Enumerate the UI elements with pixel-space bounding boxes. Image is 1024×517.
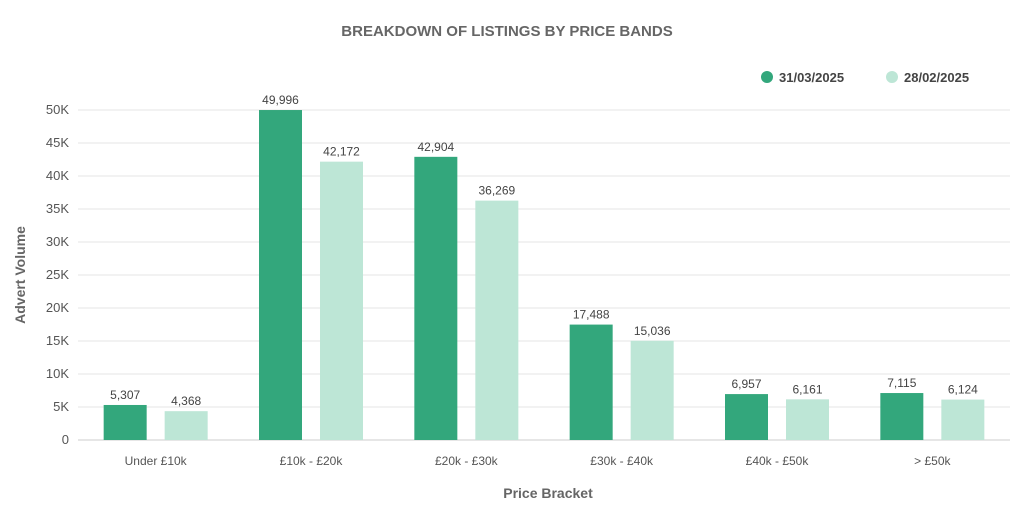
bar-series-1[interactable]: [103, 404, 147, 440]
x-category-label: £20k - £30k: [435, 454, 499, 468]
y-tick-label: 0: [62, 432, 69, 447]
legend[interactable]: 31/03/2025 28/02/2025: [761, 70, 969, 85]
bar-series-1[interactable]: [880, 393, 924, 440]
data-label: 15,036: [634, 324, 671, 338]
bar-series-1[interactable]: [414, 156, 458, 440]
y-tick-label: 5K: [53, 399, 69, 414]
bars: [103, 110, 985, 440]
x-axis-title: Price Bracket: [503, 485, 593, 501]
y-tick-label: 35K: [46, 201, 69, 216]
y-axis-ticks: 0 5K 10K 15K 20K 25K 30K 35K 40K 45K 50K: [46, 102, 69, 447]
bar-series-1[interactable]: [725, 394, 768, 440]
y-tick-label: 20K: [46, 300, 69, 315]
legend-item-series-2[interactable]: 28/02/2025: [886, 70, 969, 85]
data-label: 5,307: [110, 388, 140, 402]
data-label: 42,904: [417, 140, 454, 154]
grid-lines: [78, 109, 1010, 441]
bar-series-2[interactable]: [941, 399, 985, 440]
x-category-label: > £50k: [914, 454, 951, 468]
y-tick-label: 45K: [46, 135, 69, 150]
y-tick-label: 25K: [46, 267, 69, 282]
data-label: 4,368: [171, 394, 201, 408]
x-axis-categories: Under £10k £10k - £20k £20k - £30k £30k - £…: [125, 454, 952, 468]
x-category-label: £10k - £20k: [280, 454, 344, 468]
legend-marker: [761, 71, 773, 83]
data-label: 17,488: [573, 308, 610, 322]
data-label: 7,115: [887, 376, 916, 390]
legend-label: 28/02/2025: [904, 70, 969, 85]
x-category-label: Under £10k: [125, 454, 188, 468]
chart-title: BREAKDOWN OF LISTINGS BY PRICE BANDS: [341, 23, 672, 40]
y-tick-label: 10K: [46, 366, 69, 381]
bar-series-1[interactable]: [569, 324, 613, 440]
y-axis-title: Advert Volume: [12, 226, 28, 324]
legend-marker: [886, 71, 898, 83]
x-category-label: £30k - £40k: [590, 454, 654, 468]
bar-series-2[interactable]: [164, 411, 208, 440]
legend-item-series-1[interactable]: 31/03/2025: [761, 70, 844, 85]
y-tick-label: 30K: [46, 234, 69, 249]
legend-label: 31/03/2025: [779, 70, 844, 85]
data-label: 6,957: [731, 377, 761, 391]
data-label: 49,996: [262, 93, 299, 107]
y-tick-label: 15K: [46, 333, 69, 348]
data-label: 42,172: [323, 145, 360, 159]
x-category-label: £40k - £50k: [746, 454, 810, 468]
bar-series-1[interactable]: [259, 110, 302, 440]
bar-series-2[interactable]: [320, 161, 363, 440]
data-label: 6,161: [792, 382, 822, 396]
data-label: 36,269: [478, 184, 515, 198]
data-label: 6,124: [948, 383, 978, 397]
y-tick-label: 50K: [46, 102, 69, 117]
bar-series-2[interactable]: [786, 399, 829, 440]
bar-series-2[interactable]: [630, 340, 674, 440]
bar-series-2[interactable]: [475, 200, 519, 440]
data-labels: 5,307 4,368 49,996 42,172 42,904 36,269 17,488…: [110, 93, 978, 408]
y-tick-label: 40K: [46, 168, 69, 183]
